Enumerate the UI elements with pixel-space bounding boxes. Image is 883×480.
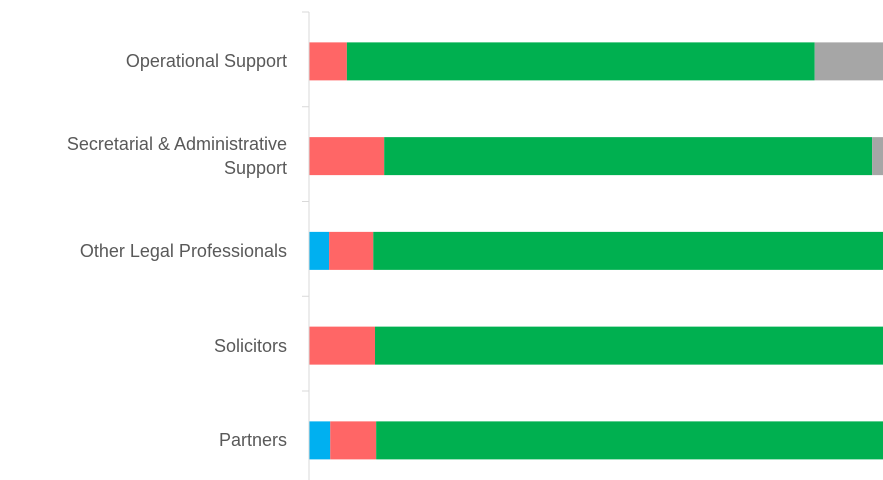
bar-segment: [309, 231, 330, 270]
bar-segment: [346, 42, 815, 81]
bar-segment: [309, 137, 385, 176]
bar-segment: [375, 326, 883, 365]
bar-segment: [376, 421, 883, 460]
y-tick-label: Secretarial & Administrative Support: [66, 134, 287, 179]
y-tick-label: Operational Support: [125, 51, 287, 72]
bar-segment: [384, 137, 873, 176]
bar-segment: [872, 137, 883, 176]
bar-segment: [309, 421, 331, 460]
bar-segment: [814, 42, 883, 81]
bar-segment: [373, 231, 883, 270]
y-tick-label: Partners: [218, 430, 287, 451]
bar-segment: [329, 231, 374, 270]
y-tick-label: Other Legal Professionals: [79, 240, 287, 261]
bar-segment: [309, 42, 347, 81]
y-tick-label: Solicitors: [213, 335, 287, 356]
bar-segment: [309, 326, 376, 365]
bar-segment: [330, 421, 377, 460]
